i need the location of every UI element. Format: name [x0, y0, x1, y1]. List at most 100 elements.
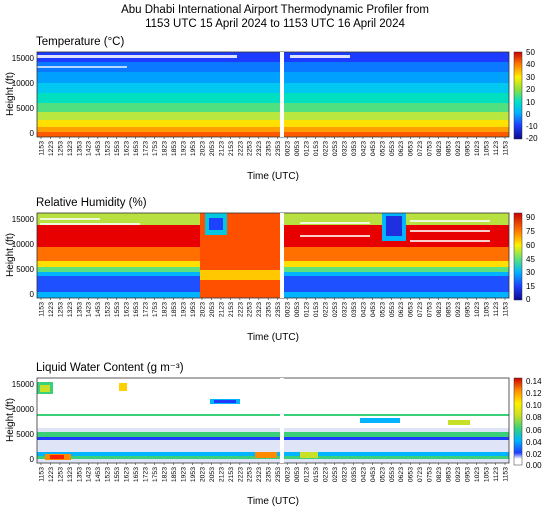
temperature-xtick-label: 1453: [95, 141, 102, 156]
temperature-xtick-label: 1153: [502, 141, 509, 156]
temperature-cbar-tick-m10: -10: [526, 122, 538, 131]
lwc-xtick-label: 0653: [408, 467, 415, 482]
humidity-ytick-0: 0: [30, 290, 35, 299]
lwc-xtick-label: 1253: [57, 467, 64, 482]
lwc-xtick-label: 1353: [76, 467, 83, 482]
humidity-field: [37, 213, 509, 298]
temperature-xtick-label: 1753: [152, 141, 159, 156]
temperature-xtick-label: 0553: [389, 141, 396, 156]
lwc-cbar-tick-010: 0.10: [526, 401, 542, 410]
temperature-xtick-label: 0923: [455, 141, 462, 156]
humidity-xtick-label: 0223: [322, 302, 329, 317]
temperature-cbar-tick-10: 10: [526, 98, 535, 107]
humidity-xtick-label: 2223: [237, 302, 244, 317]
temperature-xtick-label: 0723: [417, 141, 424, 156]
lwc-cbar-tick-000: 0.00: [526, 461, 542, 470]
humidity-cbar-tick-0: 0: [526, 295, 531, 304]
figure-title-line1: Abu Dhabi International Airport Thermody…: [121, 4, 429, 16]
lwc-xtick-label: 0023: [285, 467, 292, 482]
lwc-xtick-label: 1923: [180, 467, 187, 482]
temperature-cbar-tick-m20: -20: [526, 134, 538, 143]
lwc-xtick-label: 0723: [417, 467, 424, 482]
temperature-xtick-label: 0353: [351, 141, 358, 156]
humidity-xtick-label: 0523: [379, 302, 386, 317]
humidity-xtick-label: 1453: [95, 302, 102, 317]
temperature-xtick-label: 2253: [247, 141, 254, 156]
lwc-xtick-label: 2123: [218, 467, 225, 482]
temperature-xtick-label: 1553: [114, 141, 121, 156]
temperature-xtick-label: 1423: [86, 141, 93, 156]
humidity-cbar-tick-30: 30: [526, 268, 535, 277]
temperature-xtick-label: 1923: [180, 141, 187, 156]
temperature-xtick-label: 2323: [256, 141, 263, 156]
lwc-xtick-label: 1623: [124, 467, 131, 482]
humidity-xtick-label: 0753: [427, 302, 434, 317]
temperature-xtick-label: 0653: [408, 141, 415, 156]
lwc-xtick-label: 1423: [86, 467, 93, 482]
temperature-xtick-label: 0023: [285, 141, 292, 156]
temperature-xtick-label: 1723: [143, 141, 150, 156]
humidity-ytick-15000: 15000: [12, 215, 35, 224]
lwc-xtick-label: 2353: [275, 467, 282, 482]
lwc-data-gap: [280, 378, 284, 463]
humidity-ytick-5000: 5000: [16, 265, 34, 274]
humidity-xtick-label: 0553: [389, 302, 396, 317]
humidity-xtick-label: 0723: [417, 302, 424, 317]
temperature-ytick-15000: 15000: [12, 54, 35, 63]
humidity-xtick-label: 0653: [408, 302, 415, 317]
lwc-xtick-label: 1453: [95, 467, 102, 482]
temperature-xtick-label: 2123: [218, 141, 225, 156]
lwc-xtick-label: 1953: [190, 467, 197, 482]
lwc-xtick-label: 0223: [322, 467, 329, 482]
humidity-cbar-tick-45: 45: [526, 255, 535, 264]
lwc-xtick-label: 1823: [162, 467, 169, 482]
temperature-colorbar: [513, 51, 523, 140]
humidity-xtick-label: 0353: [351, 302, 358, 317]
temperature-ytick-5000: 5000: [16, 104, 34, 113]
lwc-xtick-label: 2253: [247, 467, 254, 482]
temperature-data-gap: [280, 52, 284, 137]
lwc-ylabel: Height (ft): [5, 398, 16, 442]
humidity-xtick-label: 0253: [332, 302, 339, 317]
temperature-xtick-label: 0153: [313, 141, 320, 156]
lwc-xtick-label: 1023: [474, 467, 481, 482]
lwc-xtick-label: 1523: [105, 467, 112, 482]
humidity-xtick-label: 2153: [228, 302, 235, 317]
humidity-xtick-label: 0823: [436, 302, 443, 317]
lwc-panel: Liquid Water Content (g m⁻³) 15000: [5, 362, 542, 507]
humidity-xtick-label: 2253: [247, 302, 254, 317]
lwc-xtick-label: 2323: [256, 467, 263, 482]
temperature-xtick-label: 1823: [162, 141, 169, 156]
temperature-xtick-label: 2353: [266, 141, 273, 156]
humidity-xtick-label: 1353: [76, 302, 83, 317]
humidity-xtick-label: 0323: [341, 302, 348, 317]
lwc-xtick-label: 0853: [446, 467, 453, 482]
humidity-xtick-label: 2123: [218, 302, 225, 317]
temperature-ylabel: Height (ft): [5, 72, 16, 116]
lwc-xtick-label: 1653: [133, 467, 140, 482]
humidity-plot-frame: [36, 212, 510, 299]
temperature-panel: Temperature (°C) 15000 10000 5000 0 Heig…: [5, 36, 538, 182]
temperature-xtick-label: 1623: [124, 141, 131, 156]
lwc-colorbar: [513, 377, 523, 466]
humidity-panel: Relative Humidity (%): [5, 197, 535, 343]
humidity-xtick-label: 2023: [199, 302, 206, 317]
temperature-cbar-tick-30: 30: [526, 73, 535, 82]
lwc-xtick-label: 0553: [389, 467, 396, 482]
humidity-xtick-label: 1153: [38, 302, 45, 317]
humidity-xtick-label: 0153: [313, 302, 320, 317]
lwc-field: [37, 378, 509, 463]
humidity-cbar-tick-60: 60: [526, 241, 535, 250]
lwc-ytick-10000: 10000: [12, 405, 35, 414]
temperature-xtick-label: 0523: [379, 141, 386, 156]
temperature-xtick-label: 2223: [237, 141, 244, 156]
lwc-xtick-label: 1153: [502, 467, 509, 482]
humidity-xtick-label: 2323: [256, 302, 263, 317]
lwc-cbar-tick-006: 0.06: [526, 426, 542, 435]
temperature-xlabel: Time (UTC): [247, 171, 299, 182]
humidity-xtick-label: 1523: [105, 302, 112, 317]
lwc-xtick-label: 1723: [143, 467, 150, 482]
humidity-xtick-label: 1423: [86, 302, 93, 317]
temperature-xtick-label: 0423: [360, 141, 367, 156]
humidity-xtick-label: 1953: [190, 302, 197, 317]
